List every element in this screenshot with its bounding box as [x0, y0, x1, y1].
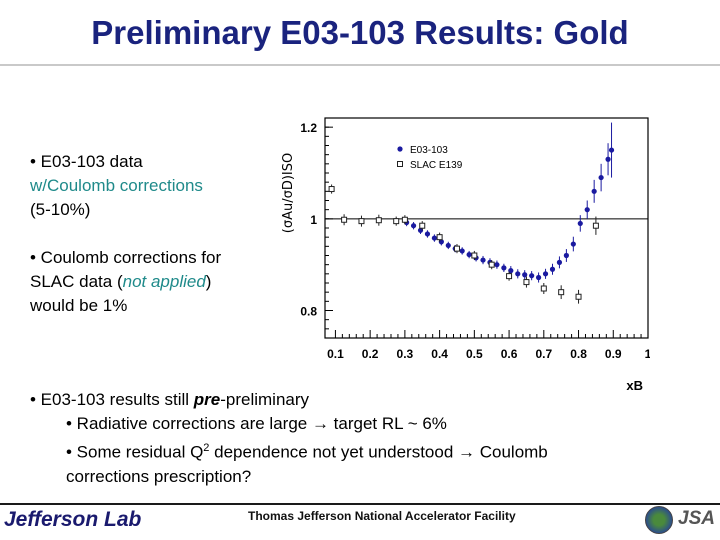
data-point-e03: [591, 188, 597, 194]
data-point-slac: [471, 252, 478, 259]
sub-bullet-radiative: • Radiative corrections are large → targ…: [66, 414, 447, 433]
slide-title: Preliminary E03-103 Results: Gold: [91, 14, 629, 51]
sub2-pre: • Some residual Q: [66, 442, 204, 462]
data-point-e03: [556, 259, 563, 265]
y-axis-label: (σAu/σD)ISO: [281, 153, 296, 233]
legend-label-e03: E03-103: [410, 145, 448, 156]
x-tick-label: 0.5: [466, 347, 483, 361]
data-point-slac: [401, 216, 408, 223]
y-tick-label: 0.8: [300, 305, 317, 319]
data-point-e03: [598, 174, 604, 181]
data-point-slac: [436, 234, 443, 241]
bullet-e03-data: • E03-103 data w/Coulomb corrections (5-…: [30, 150, 203, 222]
data-point-e03: [410, 223, 417, 229]
data-point-slac: [592, 222, 599, 229]
bullet1-line2: w/Coulomb corrections: [30, 176, 203, 195]
bullet-preliminary: • E03-103 results still pre-preliminary …: [30, 388, 548, 489]
x-tick-label: 0.1: [327, 347, 344, 361]
data-point-e03: [584, 207, 590, 213]
bullet3-emph: pre: [193, 390, 221, 409]
y-tick-label: 1.2: [300, 121, 317, 135]
data-point-slac: [523, 279, 530, 286]
bullet1-line1: • E03-103 data: [30, 152, 143, 171]
legend-marker-slac: [397, 161, 403, 167]
title-divider: [0, 64, 720, 66]
x-tick-label: 0.3: [397, 347, 414, 361]
data-point-e03: [605, 156, 611, 162]
data-point-slac: [506, 273, 513, 280]
bullet2-line3: would be 1%: [30, 296, 128, 315]
plot-frame: [324, 117, 649, 339]
data-point-e03: [501, 265, 507, 271]
data-point-slac: [375, 217, 382, 224]
jefferson-lab-logo: Jefferson Lab: [4, 508, 142, 531]
data-point-e03: [459, 248, 465, 254]
bullet1-line3: (5-10%): [30, 200, 91, 219]
x-tick-label: 0.9: [605, 347, 622, 361]
sub-bullet-q2-line2: corrections prescription?: [66, 466, 252, 486]
data-point-slac: [358, 218, 365, 225]
data-point-e03: [608, 147, 615, 153]
data-point-e03: [480, 257, 486, 263]
x-tick-label: 0.6: [501, 347, 518, 361]
data-point-e03: [535, 274, 542, 281]
legend-marker-e03: [397, 146, 403, 152]
data-point-e03: [466, 251, 472, 258]
data-point-slac: [488, 261, 495, 268]
bullet3-pre: • E03-103 results still: [30, 390, 194, 409]
x-tick-label: 0.4: [431, 347, 448, 361]
bullet3-line: • E03-103 results still pre-preliminary: [30, 388, 548, 412]
emc-ratio-plot: 0.1 0.2 0.3 0.4 0.5 0.6 0.7 0.8 0.9 1 0.8 1 1.2 xB (σA…: [281, 117, 650, 393]
sub2-post: dependence not yet understood → Coulomb: [209, 442, 548, 462]
data-point-slac: [328, 186, 335, 193]
data-point-e03: [494, 262, 500, 268]
x-tick-label: 1: [645, 347, 650, 361]
data-point-slac: [540, 285, 547, 292]
data-point-e03: [445, 242, 451, 249]
data-point-e03: [515, 271, 521, 277]
bullet3-post: -preliminary: [220, 390, 310, 409]
x-tick-label: 0.7: [535, 347, 552, 361]
bullet2-pre: SLAC data (: [30, 272, 123, 291]
data-point-slac: [558, 289, 565, 296]
data-point-slac: [575, 293, 582, 300]
data-point-e03: [529, 273, 535, 279]
data-point-slac: [453, 245, 460, 252]
x-tick-label: 0.8: [570, 347, 587, 361]
data-point-e03: [563, 252, 569, 259]
data-point-e03: [542, 271, 549, 277]
data-point-e03: [570, 241, 576, 247]
bullet2-line1: • Coulomb corrections for: [30, 248, 222, 267]
data-point-e03: [424, 231, 431, 237]
bullet2-emph: not applied: [122, 272, 206, 291]
data-point-e03: [431, 235, 438, 241]
bullet2-line2: SLAC data (not applied): [30, 270, 221, 294]
bullet2-post: ): [205, 272, 212, 291]
data-point-e03: [549, 266, 556, 272]
x-axis-label: xB: [626, 378, 643, 393]
facility-name: Thomas Jefferson National Accelerator Fa…: [248, 509, 516, 523]
footer-divider: [0, 503, 720, 505]
y-tick-label: 1: [310, 213, 317, 227]
sub2-sup: 2: [203, 442, 210, 454]
data-point-slac: [393, 218, 400, 225]
data-point-slac: [341, 216, 348, 223]
jsa-logo: JSA: [678, 508, 715, 529]
data-point-e03: [577, 220, 583, 227]
bullet-slac-coulomb: • Coulomb corrections for SLAC data (not…: [30, 246, 221, 318]
legend-label-slac: SLAC E139: [410, 160, 463, 171]
data-point-e03: [522, 272, 528, 278]
x-tick-label: 0.2: [362, 347, 379, 361]
data-point-slac: [419, 222, 426, 229]
sub-bullet-q2: • Some residual Q2 dependence not yet un…: [30, 436, 548, 465]
doe-seal-icon: [645, 506, 673, 534]
